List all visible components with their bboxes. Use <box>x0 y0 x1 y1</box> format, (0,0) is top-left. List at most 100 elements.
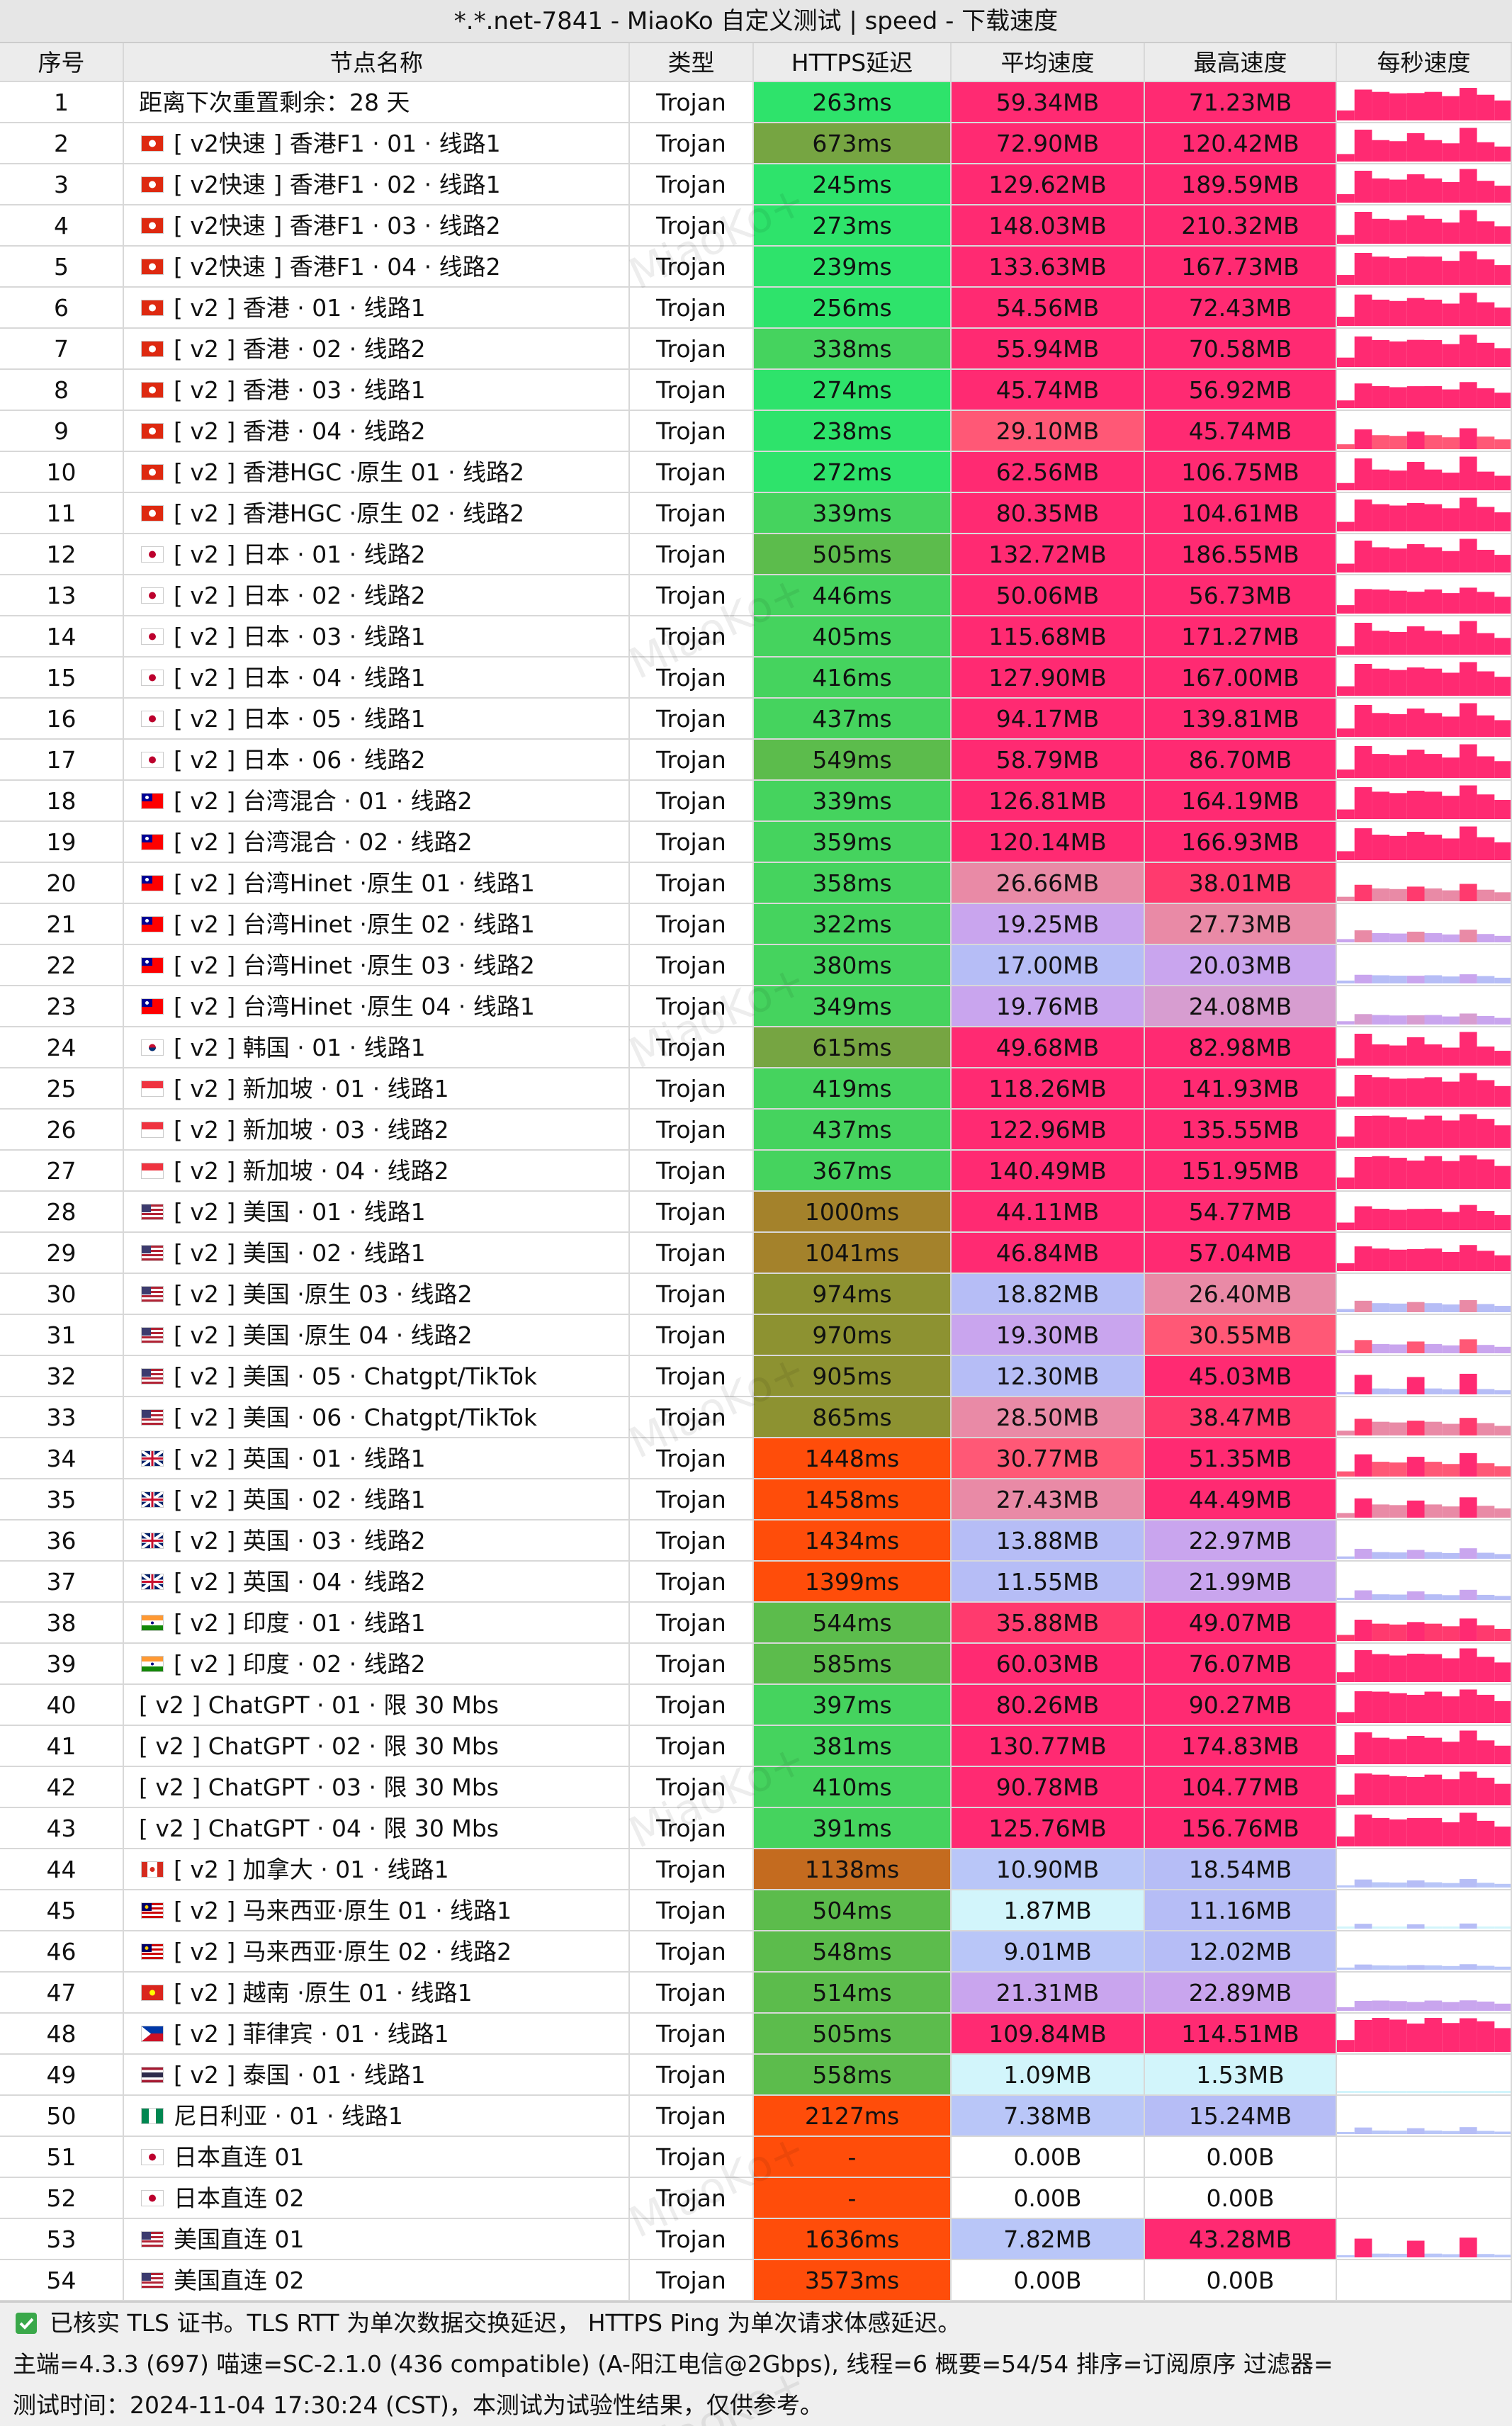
row-index: 42 <box>0 1767 124 1808</box>
per-second-speed <box>1337 2260 1512 2301</box>
flag-icon <box>141 2014 164 2053</box>
sparkline-bar <box>1389 976 1407 983</box>
node-type: Trojan <box>630 1068 754 1110</box>
node-type: Trojan <box>630 247 754 288</box>
node-name-cell: [ v2 ] 香港HGC ·原生 02 · 线路2 <box>124 493 630 534</box>
sparkline-bar <box>1337 769 1355 778</box>
sparkline-bar <box>1372 932 1390 942</box>
sparkline-bar <box>1477 1423 1495 1435</box>
sparkline-bar <box>1337 1309 1355 1312</box>
flag-icon <box>141 205 164 245</box>
https-latency: 865ms <box>754 1397 952 1438</box>
node-name: [ v2 ] 日本 · 05 · 线路1 <box>174 705 426 733</box>
sparkline-bar <box>1494 799 1511 819</box>
sparkline-bar <box>1477 1820 1495 1846</box>
flag-svg <box>141 546 164 563</box>
sparkline-bar <box>1477 889 1495 901</box>
sparkline-bar <box>1354 429 1372 449</box>
sparkline-bar <box>1354 1206 1372 1230</box>
sparkline-bar <box>1477 436 1495 449</box>
sparkline-bar <box>1337 980 1355 983</box>
sparkline-bar <box>1354 1418 1372 1435</box>
speed-sparkline <box>1337 2018 1511 2052</box>
speed-sparkline <box>1337 1689 1511 1723</box>
sparkline-bar <box>1372 975 1390 983</box>
flag-icon <box>141 1562 164 1601</box>
node-name-cell: [ v2 ] ChatGPT · 01 · 限 30 Mbs <box>124 1685 630 1726</box>
node-name: [ v2 ] 马来西亚·原生 02 · 线路2 <box>174 1938 512 1965</box>
speed-sparkline <box>1337 1245 1511 1271</box>
sparkline-bar <box>1424 1343 1443 1353</box>
row-index: 4 <box>0 205 124 247</box>
sparkline-bar <box>1354 2238 1372 2257</box>
node-type: Trojan <box>630 1767 754 1808</box>
node-type: Trojan <box>630 575 754 616</box>
sparkline-bar <box>1494 1085 1511 1107</box>
sparkline-bar <box>1459 1013 1477 1025</box>
sparkline-bar <box>1354 746 1372 778</box>
sparkline-bar <box>1337 400 1355 408</box>
row-index: 31 <box>0 1315 124 1356</box>
sparkline-bar <box>1337 896 1355 901</box>
sparkline-bar <box>1424 2091 1443 2093</box>
sparkline-bar <box>1424 1882 1443 1888</box>
per-second-speed <box>1337 1356 1512 1397</box>
flag-icon <box>141 616 164 656</box>
sparkline-bar <box>1337 110 1355 120</box>
per-second-speed <box>1337 699 1512 740</box>
per-second-speed <box>1337 1890 1512 1931</box>
sparkline-bar <box>1477 259 1495 285</box>
https-latency: 585ms <box>754 1644 952 1685</box>
sparkline-bar <box>1494 2091 1511 2093</box>
node-name: [ v2 ] 英国 · 03 · 线路2 <box>174 1527 426 1555</box>
max-speed: 167.73MB <box>1145 247 1337 288</box>
speed-sparkline <box>1337 1964 1511 1970</box>
avg-speed: 17.00MB <box>952 945 1145 986</box>
sparkline-bar <box>1337 2255 1355 2257</box>
per-second-speed <box>1337 123 1512 164</box>
sparkline-bar <box>1442 303 1460 326</box>
sparkline-bar <box>1424 1462 1443 1477</box>
flag-svg <box>141 793 164 809</box>
sparkline-bar <box>1337 1556 1355 1559</box>
max-speed: 1.53MB <box>1145 2055 1337 2096</box>
per-second-speed <box>1337 1068 1512 1110</box>
node-type: Trojan <box>630 616 754 658</box>
node-name-cell: 尼日利亚 · 01 · 线路1 <box>124 2096 630 2137</box>
sparkline-bar <box>1442 181 1460 203</box>
node-name-cell: [ v2 ] ChatGPT · 03 · 限 30 Mbs <box>124 1767 630 1808</box>
sparkline-bar <box>1424 1115 1443 1148</box>
https-latency: 1041ms <box>754 1233 952 1274</box>
flag-icon <box>141 1068 164 1108</box>
sparkline-bar <box>1389 1882 1407 1888</box>
sparkline-bar <box>1406 298 1425 326</box>
node-name-cell: [ v2 ] 台湾Hinet ·原生 02 · 线路1 <box>124 904 630 945</box>
https-latency: 397ms <box>754 1685 952 1726</box>
sparkline-bar <box>1494 892 1511 901</box>
avg-speed: 80.35MB <box>952 493 1145 534</box>
avg-speed: 45.74MB <box>952 370 1145 411</box>
sparkline-bar <box>1424 2018 1443 2052</box>
sparkline-bar <box>1442 1389 1460 1394</box>
flag-svg <box>141 1327 164 1343</box>
node-name: [ v2 ] 越南 ·原生 01 · 线路1 <box>174 1979 473 2007</box>
sparkline-bar <box>1406 1161 1425 1189</box>
sparkline-bar <box>1337 2132 1355 2134</box>
sparkline-bar <box>1477 837 1495 860</box>
max-speed: 44.49MB <box>1145 1479 1337 1521</box>
sparkline-bar <box>1372 140 1390 162</box>
sparkline-bar <box>1389 1303 1407 1312</box>
sparkline-bar <box>1372 385 1390 408</box>
max-speed: 24.08MB <box>1145 986 1337 1027</box>
flag-icon <box>141 1274 164 1314</box>
row-index: 6 <box>0 288 124 329</box>
avg-speed: 35.88MB <box>952 1603 1145 1644</box>
footer-line: 主端=4.3.3 (697) 喵速=SC-2.1.0 (436 compatib… <box>13 2350 1333 2378</box>
sparkline-bar <box>1477 671 1495 696</box>
sparkline-bar <box>1424 1623 1443 1641</box>
sparkline-bar <box>1372 218 1390 244</box>
flag-icon <box>141 1644 164 1683</box>
sparkline-bar <box>1477 1080 1495 1107</box>
node-type: Trojan <box>630 1315 754 1356</box>
title: *.*.net-7841 - MiaoKo 自定义测试 | speed - 下载… <box>0 0 1512 43</box>
